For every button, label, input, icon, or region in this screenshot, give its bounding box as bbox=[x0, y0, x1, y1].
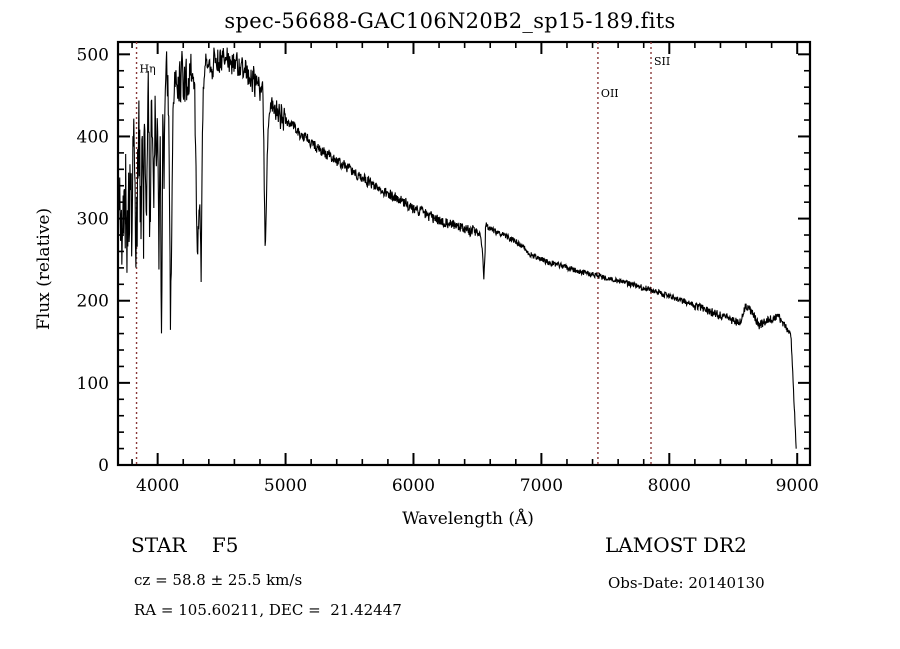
svg-text:500: 500 bbox=[77, 45, 109, 65]
axis-tick-labels: 4000 5000 6000 7000 8000 9000 0 100 200 300 400 500 bbox=[77, 45, 819, 496]
svg-text:SII: SII bbox=[654, 55, 670, 68]
svg-text:400: 400 bbox=[77, 127, 109, 147]
svg-text:200: 200 bbox=[77, 292, 109, 312]
svg-text:9000: 9000 bbox=[776, 476, 819, 496]
spectrum-trace bbox=[119, 47, 797, 449]
svg-text:8000: 8000 bbox=[648, 476, 691, 496]
cz-value: cz = 58.8 ± 25.5 km/s bbox=[134, 571, 303, 589]
y-axis-label: Flux (relative) bbox=[34, 207, 54, 330]
svg-text:Hη: Hη bbox=[140, 62, 156, 75]
line-markers: Hη OII SII bbox=[135, 42, 670, 465]
svg-text:6000: 6000 bbox=[392, 476, 435, 496]
svg-text:100: 100 bbox=[77, 374, 109, 394]
coordinates: RA = 105.60211, DEC = 21.42447 bbox=[134, 601, 402, 619]
svg-text:7000: 7000 bbox=[520, 476, 563, 496]
svg-text:300: 300 bbox=[77, 210, 109, 230]
survey-name: LAMOST DR2 bbox=[605, 533, 747, 557]
plot-frame bbox=[116, 40, 812, 467]
svg-text:0: 0 bbox=[98, 456, 109, 476]
axis-ticks bbox=[118, 42, 810, 466]
svg-text:OII: OII bbox=[601, 87, 619, 100]
x-axis-label: Wavelength (Å) bbox=[402, 509, 534, 529]
object-class: STAR F5 bbox=[131, 533, 239, 557]
obs-date: Obs-Date: 20140130 bbox=[608, 574, 765, 592]
page-title: spec-56688-GAC106N20B2_sp15-189.fits bbox=[224, 9, 676, 33]
svg-text:4000: 4000 bbox=[136, 476, 179, 496]
svg-text:5000: 5000 bbox=[264, 476, 307, 496]
